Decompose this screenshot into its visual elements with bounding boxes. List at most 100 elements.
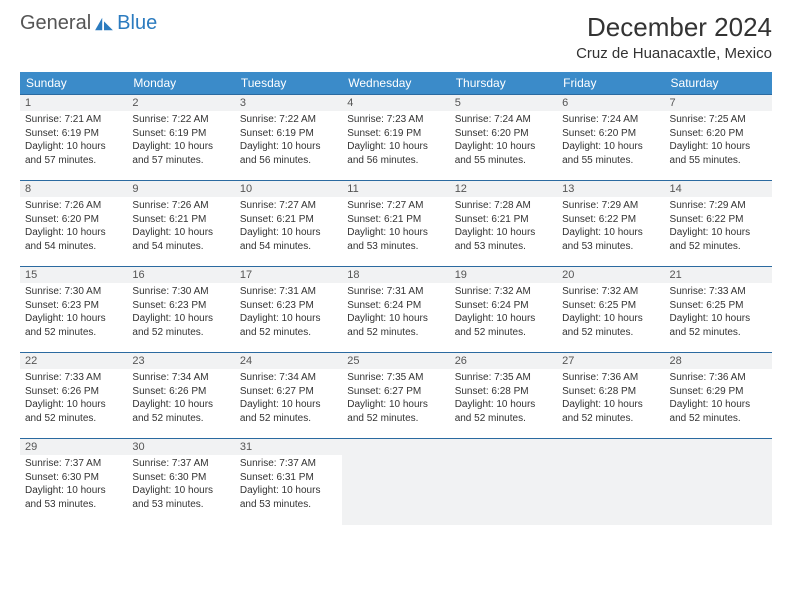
- day-number: 26: [450, 353, 557, 369]
- calendar-day-cell: 22Sunrise: 7:33 AMSunset: 6:26 PMDayligh…: [20, 353, 127, 439]
- day-details: Sunrise: 7:35 AMSunset: 6:28 PMDaylight:…: [454, 371, 553, 425]
- calendar-day-cell: 30Sunrise: 7:37 AMSunset: 6:30 PMDayligh…: [127, 439, 234, 525]
- day-detail-line: Sunrise: 7:33 AM: [670, 285, 767, 299]
- day-details: Sunrise: 7:29 AMSunset: 6:22 PMDaylight:…: [561, 199, 660, 253]
- day-number: 25: [342, 353, 449, 369]
- day-detail-line: and 54 minutes.: [25, 240, 122, 254]
- day-details: Sunrise: 7:32 AMSunset: 6:24 PMDaylight:…: [454, 285, 553, 339]
- calendar-day-cell: 2Sunrise: 7:22 AMSunset: 6:19 PMDaylight…: [127, 95, 234, 181]
- day-detail-line: Sunrise: 7:37 AM: [25, 457, 122, 471]
- calendar-day-cell: 26 Sunrise: 7:35 AMSunset: 6:28 PMDayligh…: [450, 353, 557, 439]
- day-detail-line: Daylight: 10 hours: [240, 398, 337, 412]
- day-detail-line: Sunset: 6:20 PM: [670, 127, 767, 141]
- day-detail-line: and 52 minutes.: [132, 412, 229, 426]
- day-details: Sunrise: 7:27 AMSunset: 6:21 PMDaylight:…: [239, 199, 338, 253]
- day-details: Sunrise: 7:22 AMSunset: 6:19 PMDaylight:…: [239, 113, 338, 167]
- day-details: Sunrise: 7:31 AMSunset: 6:23 PMDaylight:…: [239, 285, 338, 339]
- calendar-day-cell: 12Sunrise: 7:28 AMSunset: 6:21 PMDayligh…: [450, 181, 557, 267]
- day-detail-line: and 52 minutes.: [25, 326, 122, 340]
- day-detail-line: Daylight: 10 hours: [347, 312, 444, 326]
- calendar-day-cell: 3Sunrise: 7:22 AMSunset: 6:19 PMDaylight…: [235, 95, 342, 181]
- day-detail-line: Daylight: 10 hours: [132, 398, 229, 412]
- calendar-day-cell: 17 Sunrise: 7:31 AMSunset: 6:23 PMDayligh…: [235, 267, 342, 353]
- day-details: Sunrise: 7:30 AMSunset: 6:23 PMDaylight:…: [131, 285, 230, 339]
- weekday-header: Wednesday: [342, 72, 449, 95]
- day-detail-line: Sunset: 6:26 PM: [25, 385, 122, 399]
- day-details: Sunrise: 7:28 AMSunset: 6:21 PMDaylight:…: [454, 199, 553, 253]
- day-detail-line: Daylight: 10 hours: [240, 484, 337, 498]
- day-detail-line: Sunrise: 7:36 AM: [670, 371, 767, 385]
- day-number: 9: [127, 181, 234, 197]
- day-detail-line: Sunrise: 7:30 AM: [132, 285, 229, 299]
- calendar-head: SundayMondayTuesdayWednesdayThursdayFrid…: [20, 72, 772, 95]
- day-detail-line: and 52 minutes.: [670, 240, 767, 254]
- location-text: Cruz de Huanacaxtle, Mexico: [576, 45, 772, 62]
- day-detail-line: Sunset: 6:29 PM: [670, 385, 767, 399]
- day-detail-line: Sunrise: 7:35 AM: [347, 371, 444, 385]
- day-detail-line: Sunrise: 7:24 AM: [455, 113, 552, 127]
- day-details: Sunrise: 7:24 AMSunset: 6:20 PMDaylight:…: [561, 113, 660, 167]
- day-details: Sunrise: 7:33 AMSunset: 6:25 PMDaylight:…: [669, 285, 768, 339]
- day-details: Sunrise: 7:22 AMSunset: 6:19 PMDaylight:…: [131, 113, 230, 167]
- day-detail-line: and 52 minutes.: [455, 412, 552, 426]
- day-detail-line: Sunrise: 7:37 AM: [132, 457, 229, 471]
- day-number: 22: [20, 353, 127, 369]
- day-detail-line: Sunrise: 7:31 AM: [240, 285, 337, 299]
- calendar-day-cell: 19Sunrise: 7:32 AMSunset: 6:24 PMDayligh…: [450, 267, 557, 353]
- day-detail-line: Sunset: 6:20 PM: [455, 127, 552, 141]
- day-detail-line: and 57 minutes.: [132, 154, 229, 168]
- day-detail-line: and 52 minutes.: [132, 326, 229, 340]
- day-detail-line: Daylight: 10 hours: [25, 312, 122, 326]
- day-detail-line: and 53 minutes.: [347, 240, 444, 254]
- day-detail-line: Sunset: 6:25 PM: [670, 299, 767, 313]
- day-number: 24: [235, 353, 342, 369]
- calendar-table: SundayMondayTuesdayWednesdayThursdayFrid…: [20, 72, 772, 525]
- day-detail-line: Daylight: 10 hours: [455, 226, 552, 240]
- day-detail-line: Daylight: 10 hours: [240, 312, 337, 326]
- weekday-header: Tuesday: [235, 72, 342, 95]
- day-details: Sunrise: 7:35 AMSunset: 6:27 PMDaylight:…: [346, 371, 445, 425]
- day-detail-line: Daylight: 10 hours: [670, 226, 767, 240]
- day-detail-line: Sunset: 6:19 PM: [347, 127, 444, 141]
- day-detail-line: Daylight: 10 hours: [455, 398, 552, 412]
- day-detail-line: Sunrise: 7:32 AM: [455, 285, 552, 299]
- weekday-header: Friday: [557, 72, 664, 95]
- day-detail-line: Sunrise: 7:34 AM: [132, 371, 229, 385]
- day-detail-line: Daylight: 10 hours: [455, 312, 552, 326]
- weekday-header: Sunday: [20, 72, 127, 95]
- day-detail-line: Sunrise: 7:36 AM: [562, 371, 659, 385]
- day-detail-line: Sunset: 6:22 PM: [562, 213, 659, 227]
- calendar-day-cell: 5Sunrise: 7:24 AMSunset: 6:20 PMDaylight…: [450, 95, 557, 181]
- calendar-day-cell: 4Sunrise: 7:23 AMSunset: 6:19 PMDaylight…: [342, 95, 449, 181]
- day-detail-line: Sunrise: 7:31 AM: [347, 285, 444, 299]
- calendar-day-cell: 8Sunrise: 7:26 AMSunset: 6:20 PMDaylight…: [20, 181, 127, 267]
- day-detail-line: and 53 minutes.: [240, 498, 337, 512]
- day-details: Sunrise: 7:26 AMSunset: 6:20 PMDaylight:…: [24, 199, 123, 253]
- day-detail-line: Sunrise: 7:37 AM: [240, 457, 337, 471]
- day-number: 21: [665, 267, 772, 283]
- day-detail-line: and 54 minutes.: [240, 240, 337, 254]
- calendar-empty-cell: [450, 439, 557, 525]
- day-detail-line: Sunset: 6:30 PM: [132, 471, 229, 485]
- day-detail-line: and 52 minutes.: [240, 326, 337, 340]
- day-detail-line: Sunset: 6:19 PM: [240, 127, 337, 141]
- day-detail-line: and 55 minutes.: [455, 154, 552, 168]
- day-detail-line: Daylight: 10 hours: [25, 140, 122, 154]
- day-number: 17: [235, 267, 342, 283]
- day-detail-line: Sunset: 6:25 PM: [562, 299, 659, 313]
- day-detail-line: and 56 minutes.: [347, 154, 444, 168]
- day-detail-line: and 56 minutes.: [240, 154, 337, 168]
- day-details: Sunrise: 7:32 AMSunset: 6:25 PMDaylight:…: [561, 285, 660, 339]
- day-detail-line: Sunrise: 7:25 AM: [670, 113, 767, 127]
- day-detail-line: Sunrise: 7:29 AM: [670, 199, 767, 213]
- day-detail-line: Daylight: 10 hours: [562, 140, 659, 154]
- day-detail-line: Sunrise: 7:26 AM: [132, 199, 229, 213]
- calendar-day-cell: 10Sunrise: 7:27 AMSunset: 6:21 PMDayligh…: [235, 181, 342, 267]
- day-number: 31: [235, 439, 342, 455]
- day-number: 15: [20, 267, 127, 283]
- day-detail-line: Daylight: 10 hours: [132, 484, 229, 498]
- day-detail-line: Sunset: 6:20 PM: [25, 213, 122, 227]
- calendar-day-cell: 7Sunrise: 7:25 AMSunset: 6:20 PMDaylight…: [665, 95, 772, 181]
- day-detail-line: and 53 minutes.: [455, 240, 552, 254]
- day-detail-line: Daylight: 10 hours: [240, 140, 337, 154]
